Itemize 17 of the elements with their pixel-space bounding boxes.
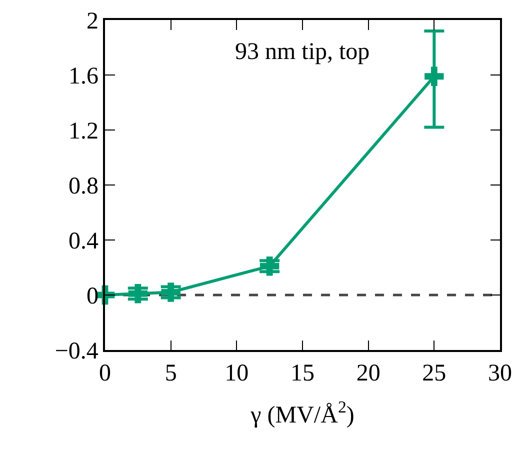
y-tick-label: 1.2 <box>68 118 98 144</box>
x-tick-label: 25 <box>422 360 446 387</box>
point <box>161 282 180 302</box>
y-tick-label: 0 <box>86 283 98 310</box>
y-tick-label: −0.4 <box>54 338 98 364</box>
x-tick-label: 5 <box>164 360 177 387</box>
y-tick-label: 0.8 <box>68 173 98 200</box>
annotation: 93 nm tip, top <box>235 39 370 65</box>
x-tick-label: 30 <box>488 360 512 387</box>
x-tick-label: 10 <box>224 360 249 387</box>
y-tick-label: 1.6 <box>68 63 98 90</box>
x-axis-title: γ (MV/Å$^{2}$) <box>250 397 354 428</box>
point <box>424 66 444 86</box>
x-tick-label: 15 <box>290 360 314 387</box>
y-tick-label: 2 <box>86 8 98 34</box>
y-tick-label: 0.4 <box>68 228 98 254</box>
x-tick-label: 20 <box>356 360 380 387</box>
